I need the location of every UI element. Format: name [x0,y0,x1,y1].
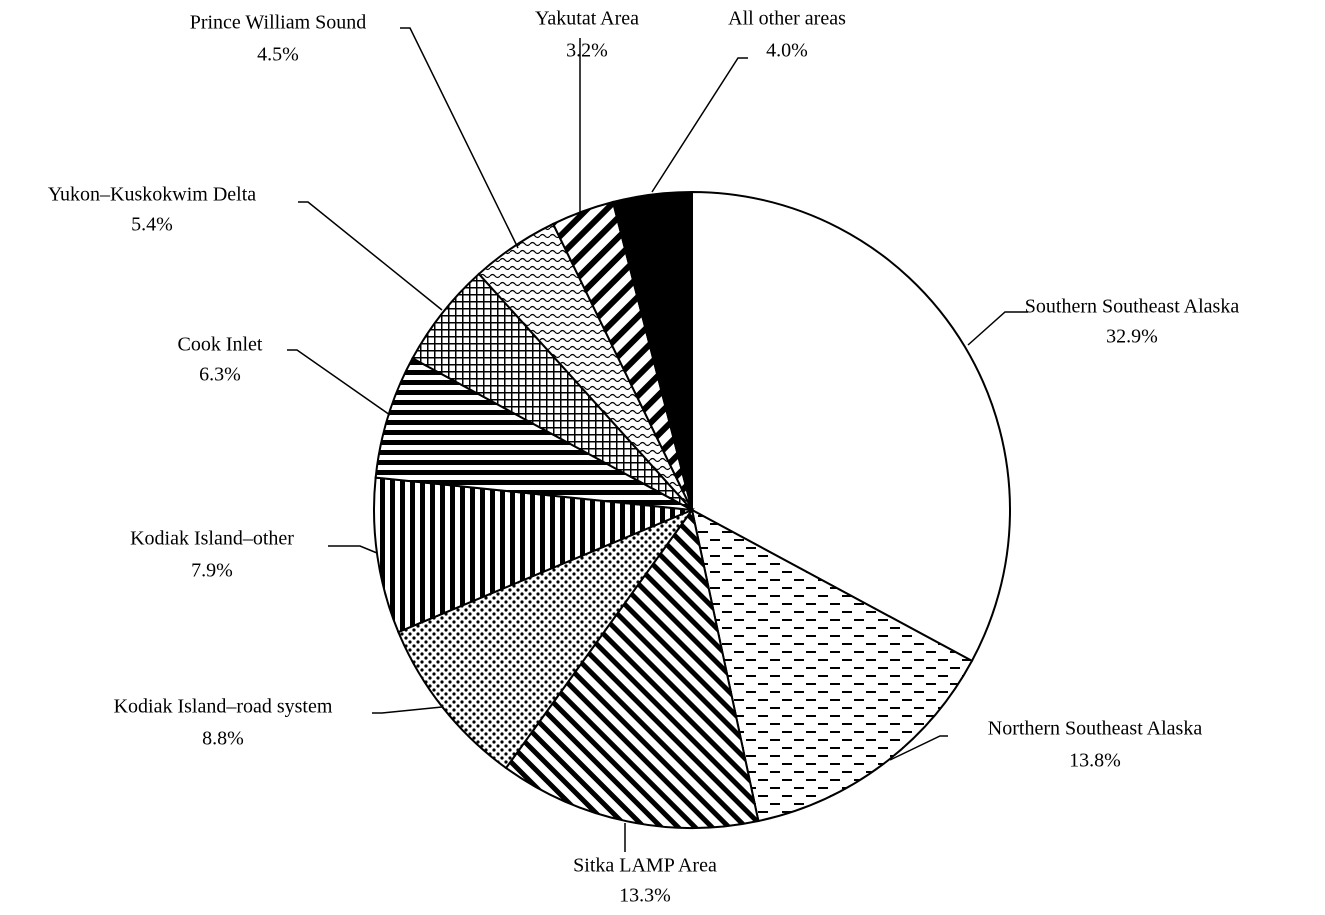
pie-slice [374,356,693,511]
slice-value-label: 6.3% [199,364,241,386]
slice-label: Southern Southeast Alaska [1025,296,1240,318]
leader-line [328,545,378,554]
slice-value-label: 3.2% [566,40,608,62]
slice-value-label: 4.5% [257,44,299,66]
leader-line [651,57,748,193]
leader-line [372,706,443,714]
leader-line [298,201,443,311]
leader-line [400,27,519,249]
slice-value-label: 32.9% [1106,326,1158,348]
pie-slice [504,507,760,829]
leader-line [287,349,391,416]
pie-slice [691,190,1011,663]
pie-slice [690,508,974,823]
leader-line [967,311,1028,346]
slice-value-label: 7.9% [191,560,233,582]
slice-value-label: 13.8% [1069,750,1121,772]
slice-label: Yakutat Area [535,8,639,30]
leader-line [889,735,948,761]
slice-value-label: 13.3% [619,885,671,907]
slice-label: Northern Southeast Alaska [988,718,1203,740]
pie-slice [373,476,693,634]
slice-label: Kodiak Island–road system [114,696,333,718]
slice-label: Kodiak Island–other [130,528,294,550]
slice-value-label: 5.4% [131,214,173,236]
pie-slice [397,507,695,770]
pie-slice [611,190,693,511]
slice-label: Prince William Sound [190,12,367,34]
slice-value-label: 4.0% [766,40,808,62]
slice-label: Sitka LAMP Area [573,855,717,877]
slice-label: Yukon–Kuskokwim Delta [48,184,256,206]
slice-value-label: 8.8% [202,728,244,750]
slice-label: Cook Inlet [178,334,263,356]
slice-label: All other areas [728,8,846,30]
